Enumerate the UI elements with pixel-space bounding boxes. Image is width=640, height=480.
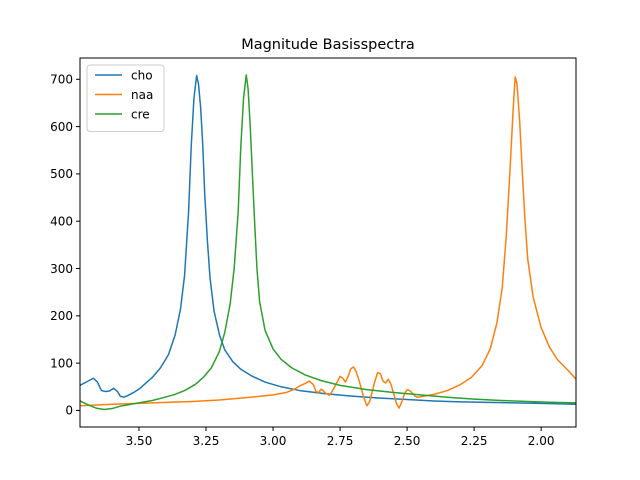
- x-tick-label: 2.50: [394, 434, 421, 448]
- series-line-cho: [80, 74, 576, 406]
- y-tick-label: 400: [50, 215, 73, 229]
- series-line-cre: [80, 74, 576, 411]
- y-axis: 0 100 200 300 400 500 600 700: [50, 73, 80, 418]
- y-tick-label: 600: [50, 120, 73, 134]
- legend: cho naa cre: [86, 64, 165, 132]
- y-tick-label: 0: [65, 404, 73, 418]
- y-tick-label: 700: [50, 73, 73, 87]
- x-tick-label: 3.25: [193, 434, 220, 448]
- x-tick-label: 3.50: [126, 434, 153, 448]
- chart-title: Magnitude Basisspectra: [241, 37, 415, 53]
- legend-box: [86, 64, 165, 132]
- plot-frame: [79, 57, 577, 428]
- legend-label-naa: naa: [131, 88, 153, 102]
- x-tick-label: 2.25: [461, 434, 488, 448]
- legend-label-cre: cre: [131, 107, 150, 121]
- y-tick-label: 300: [50, 262, 73, 276]
- plot-area: [79, 57, 577, 428]
- x-axis: 3.50 3.25 3.00 2.75 2.50 2.25 2.00: [126, 427, 555, 448]
- x-tick-label: 2.00: [528, 434, 555, 448]
- y-tick-label: 100: [50, 356, 73, 370]
- series-line-naa: [80, 76, 576, 409]
- x-tick-label: 2.75: [327, 434, 354, 448]
- y-tick-label: 200: [50, 309, 73, 323]
- y-tick-label: 500: [50, 167, 73, 181]
- series-layer: [80, 74, 576, 411]
- x-tick-label: 3.00: [260, 434, 287, 448]
- legend-label-cho: cho: [131, 68, 153, 82]
